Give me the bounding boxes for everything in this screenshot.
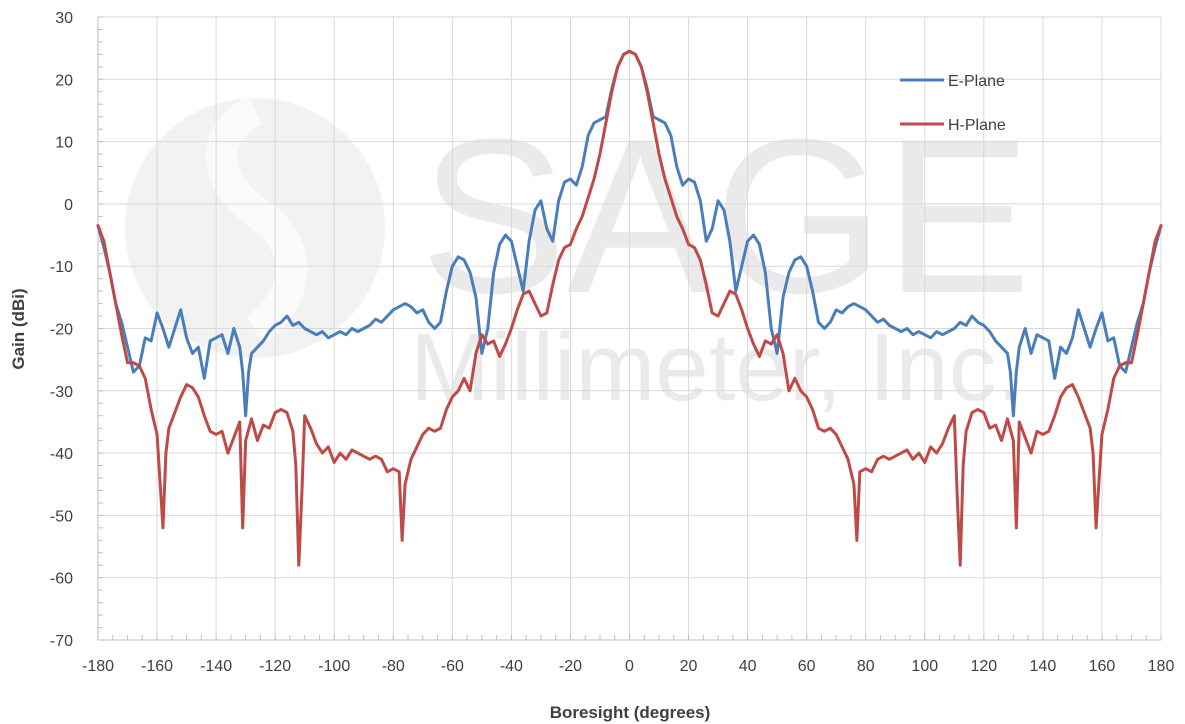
legend-label-e-plane: E-Plane [948,73,1005,90]
gridlines [97,16,1162,640]
x-tick-label: -160 [141,658,173,675]
x-tick-label: 20 [680,658,698,675]
y-tick-label: -40 [50,446,73,463]
x-tick-label: -40 [500,658,523,675]
x-tick-label: 100 [911,658,938,675]
y-tick-label: -70 [50,633,73,650]
legend-label-h-plane: H-Plane [948,117,1006,134]
x-tick-label: 0 [625,658,634,675]
y-tick-label: -20 [50,322,73,339]
y-tick-label: -30 [50,384,73,401]
y-tick-label: -50 [50,508,73,525]
x-tick-label: 140 [1030,658,1057,675]
y-tick-label: 10 [55,135,73,152]
x-tick-label: -140 [200,658,232,675]
y-tick-label: 20 [55,72,73,89]
y-tick-label: 30 [55,10,73,27]
x-tick-label: -100 [318,658,350,675]
x-tick-label: 40 [739,658,757,675]
series-line-h-plane [96,49,1163,567]
y-tick-label: -10 [50,259,73,276]
x-tick-label: 180 [1148,658,1175,675]
x-tick-label: 160 [1089,658,1116,675]
x-tick-label: 60 [798,658,816,675]
x-tick-label: -80 [382,658,405,675]
x-tick-label: -120 [259,658,291,675]
logo-swoosh [205,95,308,344]
x-tick-label: -20 [559,658,582,675]
y-tick-label: 0 [64,197,73,214]
y-axis-title: Gain (dBi) [9,288,28,369]
x-axis-title: Boresight (degrees) [550,703,711,722]
x-tick-label: 120 [970,658,997,675]
watermark-subtitle: Millimeter, Inc. [410,314,1023,421]
x-tick-label: -180 [82,658,114,675]
series-layer [96,49,1163,567]
legend: E-Plane H-Plane [900,73,1006,134]
x-tick-label: -60 [441,658,464,675]
y-tick-label: -60 [50,571,73,588]
x-tick-label: 80 [857,658,875,675]
